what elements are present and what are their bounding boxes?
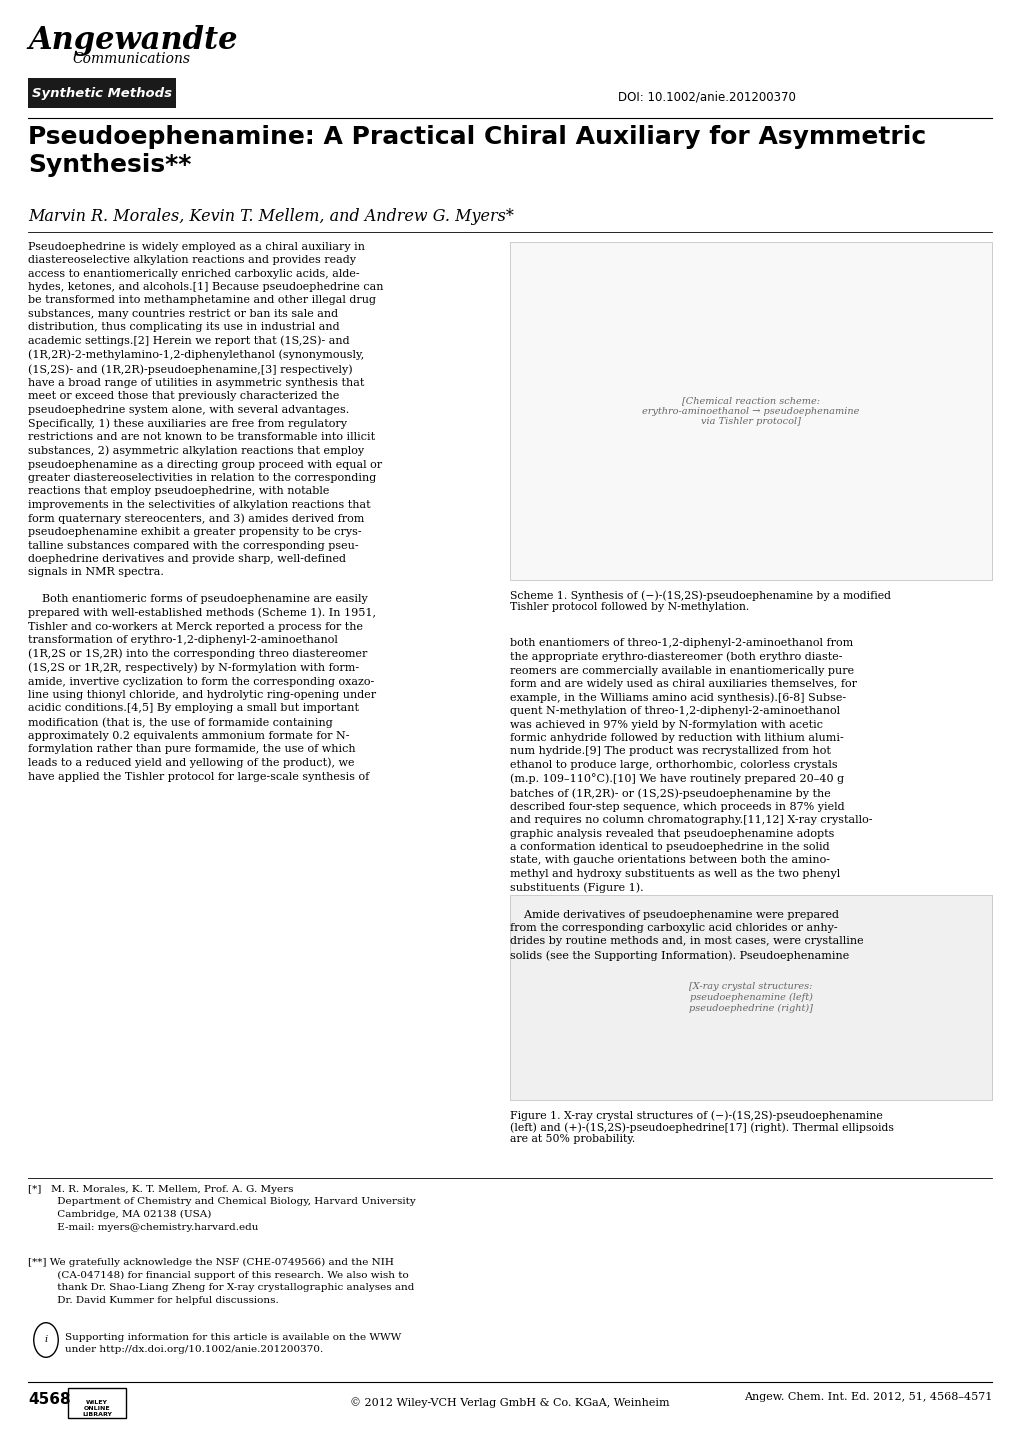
- Text: both enantiomers of threo-1,2-diphenyl-2-aminoethanol from
the appropriate eryth: both enantiomers of threo-1,2-diphenyl-2…: [510, 637, 871, 960]
- Text: DOI: 10.1002/anie.201200370: DOI: 10.1002/anie.201200370: [618, 89, 795, 102]
- Text: Angew. Chem. Int. Ed. 2012, 51, 4568–4571: Angew. Chem. Int. Ed. 2012, 51, 4568–457…: [743, 1392, 991, 1402]
- Text: i: i: [45, 1335, 48, 1344]
- Text: [X-ray crystal structures:
pseudoephenamine (left)
pseudoephedrine (right)]: [X-ray crystal structures: pseudoephenam…: [689, 982, 812, 1012]
- Bar: [28, 78, 176, 108]
- Text: Figure 1. X-ray crystal structures of (−)-(1S,2S)-pseudoephenamine
(left) and (+: Figure 1. X-ray crystal structures of (−…: [510, 1110, 893, 1145]
- Text: © 2012 Wiley-VCH Verlag GmbH & Co. KGaA, Weinheim: © 2012 Wiley-VCH Verlag GmbH & Co. KGaA,…: [350, 1397, 669, 1407]
- Text: [Chemical reaction scheme:
erythro-aminoethanol → pseudoephenamine
via Tishler p: [Chemical reaction scheme: erythro-amino…: [642, 397, 859, 425]
- Text: Synthetic Methods: Synthetic Methods: [32, 87, 172, 99]
- Text: Marvin R. Morales, Kevin T. Mellem, and Andrew G. Myers*: Marvin R. Morales, Kevin T. Mellem, and …: [28, 208, 514, 225]
- Bar: [510, 895, 991, 1100]
- Text: [**] We gratefully acknowledge the NSF (CHE-0749566) and the NIH
         (CA-04: [**] We gratefully acknowledge the NSF (…: [28, 1257, 414, 1305]
- Text: [*]   M. R. Morales, K. T. Mellem, Prof. A. G. Myers
         Department of Chem: [*] M. R. Morales, K. T. Mellem, Prof. A…: [28, 1185, 416, 1231]
- Text: Angewandte: Angewandte: [28, 25, 237, 56]
- Text: Supporting information for this article is available on the WWW
under http://dx.: Supporting information for this article …: [65, 1332, 400, 1354]
- Text: Pseudoephenamine: A Practical Chiral Auxiliary for Asymmetric
Synthesis**: Pseudoephenamine: A Practical Chiral Aux…: [28, 125, 925, 177]
- Bar: [510, 242, 991, 580]
- Text: Pseudoephedrine is widely employed as a chiral auxiliary in
diastereoselective a: Pseudoephedrine is widely employed as a …: [28, 242, 383, 782]
- Text: Communications: Communications: [72, 52, 190, 66]
- Text: WILEY
ONLINE
LIBRARY: WILEY ONLINE LIBRARY: [82, 1400, 112, 1417]
- Text: 4568: 4568: [28, 1392, 70, 1407]
- Text: Scheme 1. Synthesis of (−)-(1S,2S)-pseudoephenamine by a modified
Tishler protoc: Scheme 1. Synthesis of (−)-(1S,2S)-pseud…: [510, 590, 891, 613]
- Bar: [68, 1389, 126, 1417]
